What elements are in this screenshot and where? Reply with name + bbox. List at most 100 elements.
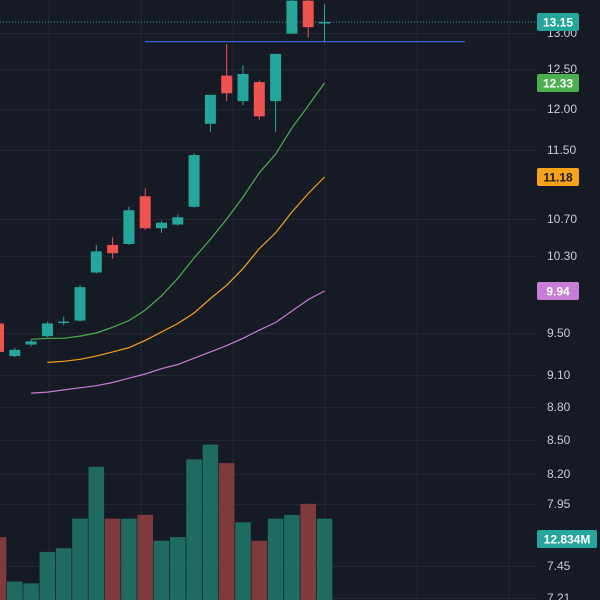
- volume-bar: [300, 503, 316, 600]
- volume-bar: [137, 514, 153, 600]
- volume-bar: [186, 459, 202, 600]
- candle[interactable]: [156, 220, 167, 233]
- candle-body: [9, 349, 21, 357]
- candle-body: [302, 0, 314, 28]
- price-badge-label: 12.33: [543, 77, 573, 91]
- price-badge: 11.18: [537, 168, 579, 186]
- candle[interactable]: [139, 188, 151, 231]
- candle[interactable]: [0, 319, 4, 354]
- price-badge-label: 13.15: [543, 16, 573, 30]
- price-tick-label: 8.20: [547, 467, 571, 481]
- candle[interactable]: [172, 214, 184, 226]
- volume-bars: [0, 444, 333, 600]
- price-tick-label: 8.80: [547, 400, 571, 414]
- candle[interactable]: [74, 285, 86, 322]
- candle[interactable]: [221, 43, 233, 102]
- candle[interactable]: [237, 65, 249, 106]
- candle[interactable]: [188, 153, 200, 208]
- price-tick-label: 10.30: [547, 249, 577, 263]
- price-tick-label: 8.50: [547, 433, 571, 447]
- candle-body: [221, 75, 233, 94]
- candles[interactable]: [0, 0, 330, 358]
- price-tick-label: 12.00: [547, 102, 577, 116]
- price-badge-label: 9.94: [546, 285, 570, 299]
- price-levels: [0, 21, 535, 43]
- candle[interactable]: [9, 347, 21, 358]
- price-tick-label: 7.21: [547, 591, 571, 600]
- candle[interactable]: [319, 4, 330, 42]
- candle[interactable]: [253, 80, 265, 120]
- candle[interactable]: [90, 244, 102, 274]
- price-badge: 13.15: [537, 13, 579, 31]
- price-tick-label: 10.70: [547, 212, 577, 226]
- candle-body: [156, 222, 167, 229]
- candle-body: [139, 196, 151, 229]
- price-badge-bg: [537, 13, 579, 31]
- volume-bar: [0, 537, 7, 600]
- candle-body: [172, 217, 184, 225]
- candle[interactable]: [270, 53, 282, 132]
- price-badge-bg: [537, 168, 579, 186]
- price-badge: 9.94: [537, 282, 579, 300]
- candle[interactable]: [58, 316, 70, 326]
- ma-slow-line: [31, 290, 325, 394]
- candle-body: [74, 287, 86, 321]
- candle[interactable]: [25, 339, 37, 347]
- ma-fast-line: [31, 82, 325, 340]
- candle[interactable]: [123, 206, 135, 245]
- candle-body: [237, 73, 249, 102]
- volume-bar: [88, 466, 105, 600]
- volume-bar: [202, 444, 219, 600]
- volume-badge-bg: [537, 530, 597, 548]
- volume-bar: [284, 514, 300, 600]
- candle-body: [319, 22, 330, 24]
- candle-body: [90, 251, 102, 273]
- volume-bar: [23, 583, 39, 600]
- volume-bar: [235, 522, 251, 600]
- price-tick-label: 9.50: [547, 326, 571, 340]
- volume-bar: [72, 518, 88, 600]
- volume-bar: [170, 537, 186, 600]
- ma-mid-line: [47, 176, 325, 363]
- candle-body: [204, 94, 216, 124]
- price-badges: 13.15 12.33 11.18 9.94 12.834M: [537, 13, 597, 548]
- candle[interactable]: [302, 0, 314, 38]
- volume-badge: 12.834M: [537, 530, 597, 548]
- candle-body: [25, 341, 37, 345]
- candle-body: [123, 210, 135, 244]
- volume-bar: [153, 540, 170, 600]
- volume-bar: [218, 463, 235, 600]
- volume-bar: [39, 551, 56, 600]
- price-tick-label: 9.10: [547, 368, 571, 382]
- candle[interactable]: [286, 0, 298, 34]
- candle[interactable]: [41, 321, 53, 338]
- candle[interactable]: [204, 94, 216, 132]
- price-badge: 12.33: [537, 74, 579, 92]
- volume-bar: [55, 548, 72, 600]
- price-axis[interactable]: 13.0012.5012.0011.5010.7010.309.509.108.…: [547, 26, 577, 600]
- candle-body: [253, 82, 265, 117]
- grid: [0, 0, 535, 600]
- price-badge-label: 11.18: [543, 171, 573, 185]
- price-tick-label: 7.45: [547, 559, 571, 573]
- candle-body: [107, 244, 119, 254]
- candle-body: [286, 0, 298, 34]
- price-tick-label: 12.50: [547, 62, 577, 76]
- price-badge-bg: [537, 282, 579, 300]
- volume-bar: [316, 518, 333, 600]
- candle-body: [41, 323, 53, 337]
- candle[interactable]: [107, 237, 119, 259]
- candle-body: [58, 321, 70, 324]
- volume-bar: [267, 518, 284, 600]
- volume-badge-label: 12.834M: [544, 533, 591, 547]
- volume-bar: [121, 518, 137, 600]
- volume-bar: [7, 581, 23, 600]
- price-badge-bg: [537, 74, 579, 92]
- price-tick-label: 7.95: [547, 497, 571, 511]
- volume-bar: [104, 518, 121, 600]
- candle-body: [0, 323, 4, 352]
- moving-averages: [31, 82, 325, 394]
- volume-bar: [251, 540, 268, 600]
